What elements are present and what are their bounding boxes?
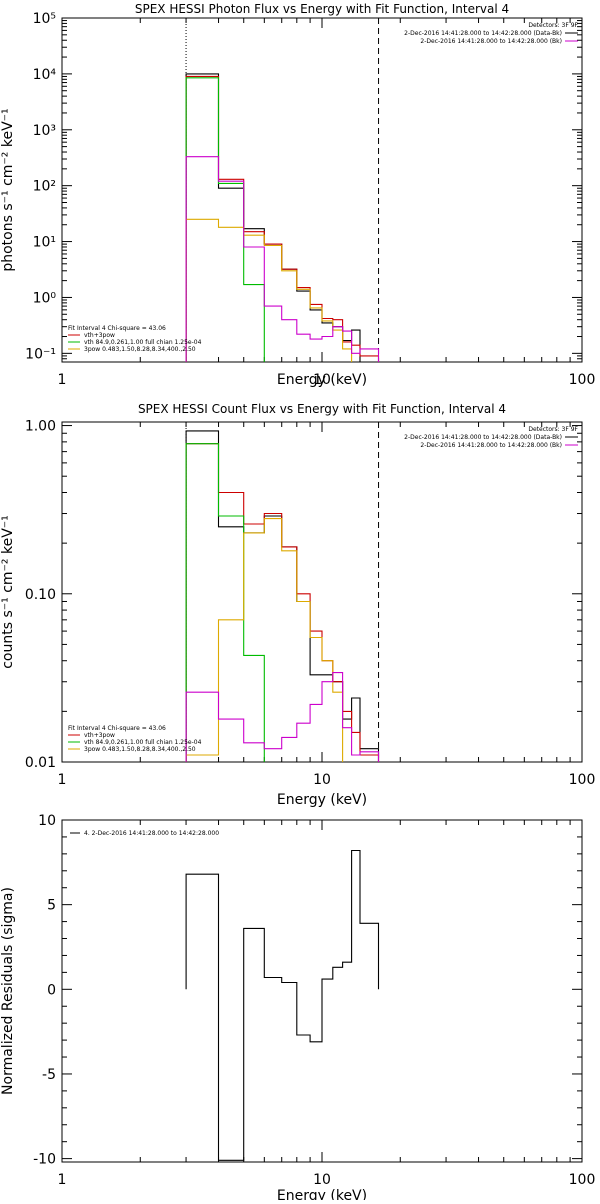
x-axis-label: Energy (keV) (277, 1188, 367, 1200)
residual-legend-entry: 4. 2-Dec-2016 14:41:28.000 to 14:42:28.0… (84, 830, 219, 837)
x-tick-label: 1 (58, 372, 67, 388)
chart-title: SPEX HESSI Photon Flux vs Energy with Fi… (135, 2, 509, 16)
series-group (185, 73, 380, 362)
y-axis-label: photons s⁻¹ cm⁻² keV⁻¹ (0, 108, 16, 271)
x-axis-label: Energy (keV) (277, 792, 367, 808)
y-axis-label: Normalized Residuals (sigma) (0, 887, 16, 1095)
series-line-data-bk (185, 430, 380, 762)
series-line-3pow (185, 518, 344, 762)
series-line-bk (185, 156, 380, 362)
x-tick-label: 100 (569, 372, 596, 388)
y-axis-label: counts s⁻¹ cm⁻² keV⁻¹ (0, 515, 16, 669)
fit-legend-header: Fit Interval 4 Chi-square = 43.06 (68, 725, 166, 732)
y-tick-label: 5 (47, 898, 56, 914)
y-tick-label: 10² (33, 179, 56, 195)
series-line-vth (185, 443, 265, 762)
series-line-vth-3pow (185, 443, 380, 762)
series-group (185, 430, 380, 762)
fit-legend-entry: vth+3pow (84, 732, 115, 739)
y-tick-label: 0.01 (25, 755, 56, 771)
y-tick-label: -5 (42, 1067, 56, 1083)
chart-title: SPEX HESSI Count Flux vs Energy with Fit… (138, 402, 506, 416)
y-tick-label: 10 (38, 813, 56, 829)
series-line-bk (185, 672, 380, 762)
legend-header: Detectors: 3F 9F (528, 426, 578, 433)
y-tick-label: -10 (33, 1152, 56, 1168)
y-tick-label: 0.10 (25, 587, 56, 603)
x-tick-label: 10 (313, 1172, 331, 1188)
x-tick-label: 1 (58, 772, 67, 788)
fit-legend-entry: vth+3pow (84, 332, 115, 339)
y-tick-label: 10⁻¹ (25, 346, 56, 362)
fit-legend-header: Fit Interval 4 Chi-square = 43.06 (68, 325, 166, 332)
fit-legend-entry: vth 84.9,0.261,1.00 full chian 1.25e-04 (84, 739, 202, 746)
y-tick-label: 0 (47, 982, 56, 998)
fit-legend-entry: 3pow 0.483,1.50,8.28,8.34,400.,2.50 (84, 346, 196, 353)
series-line-residuals (185, 849, 380, 1161)
y-tick-label: 10¹ (33, 235, 56, 251)
y-tick-label: 10⁰ (33, 290, 57, 306)
series-line-3pow (185, 218, 353, 362)
y-tick-label: 10⁵ (33, 11, 56, 27)
x-tick-label: 1 (58, 1172, 67, 1188)
y-tick-label: 1.00 (25, 419, 56, 435)
series-group (185, 849, 380, 1161)
plot-frame (61, 421, 583, 763)
legend-entry: 2-Dec-2016 14:41:28.000 to 14:42:28.000 … (404, 30, 562, 37)
x-axis-label: Energy (keV) (277, 372, 367, 388)
series-line-data-bk (185, 73, 361, 362)
legend-entry: 2-Dec-2016 14:41:28.000 to 14:42:28.000 … (404, 434, 562, 441)
legend-entry: 2-Dec-2016 14:41:28.000 to 14:42:28.000 … (420, 442, 562, 449)
fit-legend-entry: vth 84.9,0.261,1.00 full chian 1.25e-04 (84, 339, 202, 346)
y-tick-label: 10³ (33, 123, 56, 139)
x-tick-label: 100 (569, 1172, 596, 1188)
x-tick-label: 10 (313, 372, 331, 388)
x-tick-label: 10 (313, 772, 331, 788)
y-tick-label: 10⁴ (33, 67, 57, 83)
legend-entry: 2-Dec-2016 14:41:28.000 to 14:42:28.000 … (420, 38, 562, 45)
series-line-vth (185, 77, 265, 362)
legend-header: Detectors: 3F 9F (528, 22, 578, 29)
x-tick-label: 100 (569, 772, 596, 788)
series-line-vth-3pow (185, 75, 380, 362)
fit-legend-entry: 3pow 0.483,1.50,8.28,8.34,400.,2.50 (84, 746, 196, 753)
